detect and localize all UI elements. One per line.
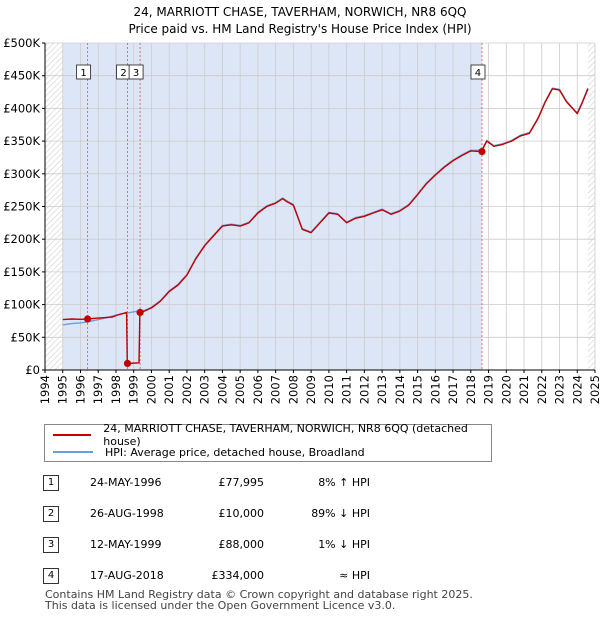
sale-marker-frame [76,64,92,80]
sale-number-badge: 4 [43,568,59,584]
sale-point [136,308,144,317]
sale-point [478,147,486,156]
sale-hpi-comparison: 89% ↓ HPI [311,507,370,520]
sale-marker-box: 3 [128,64,144,80]
sale-hpi-comparison: ≈ HPI [339,569,370,582]
y-tick-label: £0 [25,363,40,377]
x-tick-label: 1998 [109,375,123,404]
x-tick-label: 2016 [428,375,442,404]
y-tick-label: £500K [3,36,40,50]
x-tick-label: 2011 [340,375,354,404]
sale-price: £334,000 [211,569,265,582]
legend-swatch-price [53,434,92,436]
x-tick-label: 2023 [553,375,567,404]
legend-item-hpi: HPI: Average price, detached house, Broa… [53,444,365,460]
x-tick-label: 2021 [517,375,531,404]
x-tick-label: 2019 [482,375,496,404]
sale-marker-box: 4 [470,64,486,80]
legend: 24, MARRIOTT CHASE, TAVERHAM, NORWICH, N… [44,422,492,462]
sale-price: £88,000 [218,538,265,551]
x-tick-label: 2009 [304,375,318,404]
sale-number-badge: 3 [43,537,59,553]
legend-swatch-hpi [53,451,93,453]
sale-date: 12-MAY-1999 [90,538,162,551]
sale-point [83,315,92,323]
x-tick-label: 2017 [446,375,460,404]
sale-hpi-comparison: 1% ↓ HPI [318,538,370,551]
x-tick-label: 2015 [411,375,425,404]
table-row: 4 17-AUG-2018 £334,000 ≈ HPI [40,568,560,586]
x-tick-label: 2005 [233,375,247,404]
x-tick-label: 2025 [588,375,600,404]
x-tick-label: 1999 [127,375,141,404]
x-tick-label: 2024 [570,375,584,404]
sale-marker-box: 1 [76,64,92,80]
y-tick-label: £350K [3,134,40,148]
footer-copyright: Contains HM Land Registry data © Crown c… [45,588,473,601]
sale-marker-frame [470,64,486,80]
y-tick-label: £450K [3,69,40,83]
x-tick-label: 2007 [269,375,283,404]
sale-marker-box: 2 [116,64,131,80]
sale-date: 17-AUG-2018 [90,569,164,582]
chart-title: 24, MARRIOTT CHASE, TAVERHAM, NORWICH, N… [0,4,600,38]
x-tick-label: 2018 [464,375,478,404]
sale-point [123,359,132,368]
table-row: 3 12-MAY-1999 £88,000 1% ↓ HPI [40,537,560,555]
x-tick-label: 2020 [499,375,513,404]
legend-item-price: 24, MARRIOTT CHASE, TAVERHAM, NORWICH, N… [53,422,491,448]
sale-hpi-comparison: 8% ↑ HPI [318,476,370,489]
sale-marker-label: 4 [475,68,481,79]
y-tick-label: £150K [3,265,40,279]
y-tick-label: £50K [11,330,41,344]
x-tick-label: 2008 [286,375,300,404]
sale-price: £10,000 [218,507,265,520]
y-tick-label: £300K [3,167,40,181]
x-tick-label: 2006 [251,375,265,404]
x-tick-label: 1994 [38,375,52,404]
sale-marker-label: 3 [133,68,139,79]
sale-price: £77,995 [218,476,265,489]
x-tick-label: 2001 [162,375,176,404]
x-tick-label: 2013 [375,375,389,404]
footer-licence: This data is licensed under the Open Gov… [45,599,396,612]
chart-title-line2: Price paid vs. HM Land Registry's House … [128,22,472,36]
y-tick-label: £400K [3,101,40,115]
y-tick-label: £250K [3,200,40,214]
x-tick-label: 2003 [198,375,212,404]
x-tick-label: 1997 [91,375,105,404]
x-tick-label: 2022 [535,375,549,404]
sale-date: 24-MAY-1996 [90,476,162,489]
x-tick-label: 1996 [73,375,87,404]
sale-marker-label: 1 [80,68,86,79]
x-tick-label: 2014 [393,375,407,404]
sale-marker-label: 2 [120,68,126,79]
footer: Contains HM Land Registry data © Crown c… [45,589,473,611]
y-tick-label: £200K [3,232,40,246]
sale-number-badge: 1 [43,475,59,491]
sale-number-badge: 2 [43,506,59,522]
x-tick-label: 2012 [357,375,371,404]
y-tick-label: £100K [3,298,40,312]
sale-marker-frame [128,64,144,80]
price-series-line [62,88,589,365]
x-tick-label: 2002 [180,375,194,404]
legend-label-hpi: HPI: Average price, detached house, Broa… [105,445,365,459]
table-row: 1 24-MAY-1996 £77,995 8% ↑ HPI [40,475,560,493]
x-tick-label: 2000 [144,375,158,404]
chart-title-line1: 24, MARRIOTT CHASE, TAVERHAM, NORWICH, N… [133,5,467,19]
x-tick-label: 1995 [56,375,70,404]
x-tick-label: 2004 [215,375,229,404]
table-row: 2 26-AUG-1998 £10,000 89% ↓ HPI [40,506,560,524]
legend-label-price: 24, MARRIOTT CHASE, TAVERHAM, NORWICH, N… [103,422,468,448]
x-tick-label: 2010 [322,375,336,404]
sale-date: 26-AUG-1998 [90,507,164,520]
